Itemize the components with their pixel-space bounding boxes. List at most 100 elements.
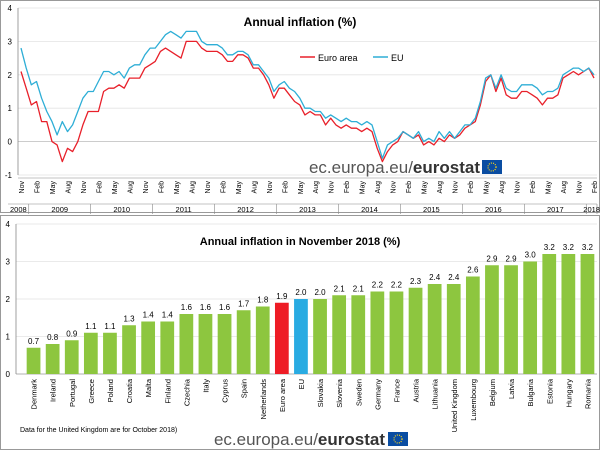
bar-category-label: Sweden	[354, 379, 363, 406]
line-chart-month-label: Feb	[34, 181, 41, 193]
line-chart-month-label: Feb	[158, 181, 165, 193]
eu-flag-icon	[482, 160, 502, 174]
bar-value-label: 1.9	[276, 292, 288, 301]
line-chart-year-label: 2016	[485, 205, 502, 214]
bar-value-label: 3.0	[525, 251, 537, 260]
line-chart-y-tick: 4	[8, 4, 13, 13]
watermark-brand: eurostat	[413, 158, 480, 177]
line-chart-title: Annual inflation (%)	[244, 15, 357, 29]
bar-value-label: 2.9	[486, 254, 498, 263]
line-chart-month-label: Aug	[375, 181, 382, 194]
bar-category-label: Lithuania	[431, 378, 440, 409]
bar-value-label: 2.9	[505, 254, 517, 263]
bar-category-label: Estonia	[545, 378, 554, 404]
bar-value-label: 2.6	[467, 266, 479, 275]
line-chart-month-label: May	[298, 181, 305, 195]
bar-category-label: Bulgaria	[526, 378, 535, 406]
bar-category-label: United Kingdom	[450, 379, 459, 432]
line-chart-month-label: Feb	[220, 181, 227, 193]
bar-bulgaria	[523, 262, 537, 375]
bar-value-label: 0.8	[47, 333, 59, 342]
line-chart-month-label: May	[174, 181, 181, 195]
bar-belgium	[485, 265, 499, 374]
bar-category-label: Poland	[106, 379, 115, 402]
line-chart-month-label: Aug	[127, 181, 134, 194]
bar-value-label: 2.1	[353, 284, 365, 293]
bar-latvia	[504, 265, 518, 374]
bar-chart-title: Annual inflation in November 2018 (%)	[200, 236, 401, 248]
bar-croatia	[122, 325, 136, 374]
bar-sweden	[351, 295, 365, 374]
watermark-url-bottom: ec.europa.eu/eurostat	[214, 430, 385, 449]
bar-chart-note: Data for the United Kingdom are for Octo…	[20, 427, 177, 434]
bar-chart-y-tick: 4	[6, 220, 11, 229]
bar-category-label: Greece	[87, 379, 96, 404]
eurostat-watermark-top: ec.europa.eu/eurostat	[309, 158, 502, 177]
bar-category-label: Portugal	[68, 379, 77, 407]
eurostat-watermark-bottom: ec.europa.eu/eurostat	[214, 430, 408, 449]
bar-hungary	[561, 254, 575, 374]
bar-czechia	[179, 314, 193, 374]
line-chart-month-label: Feb	[282, 181, 289, 193]
bar-category-label: Euro area	[278, 378, 287, 412]
bar-luxembourg	[466, 277, 480, 375]
line-chart-month-label: May	[360, 181, 367, 195]
line-chart-year-label: 2012	[237, 205, 254, 214]
bar-category-label: Cyprus	[221, 379, 230, 403]
line-chart-month-label: May	[236, 181, 243, 195]
bar-france	[390, 292, 404, 375]
bar-poland	[103, 333, 117, 374]
eu-flag-icon-bottom	[388, 432, 408, 446]
line-chart-month-label: May	[422, 181, 429, 195]
bar-lithuania	[428, 284, 442, 374]
bar-value-label: 1.6	[219, 303, 231, 312]
bar-slovakia	[313, 299, 327, 374]
watermark-brand-bottom: eurostat	[318, 430, 385, 449]
bar-slovenia	[332, 295, 346, 374]
bar-category-label: Czechia	[182, 378, 191, 406]
bar-romania	[581, 254, 595, 374]
bar-estonia	[542, 254, 556, 374]
line-chart-year-label: 2013	[299, 205, 316, 214]
line-chart-month-label: Aug	[561, 181, 568, 194]
bar-spain	[237, 310, 251, 374]
bar-cyprus	[218, 314, 232, 374]
bar-category-label: Austria	[412, 378, 421, 402]
bar-value-label: 2.4	[448, 273, 460, 282]
line-chart-month-label: Feb	[96, 181, 103, 193]
bar-value-label: 3.2	[563, 243, 575, 252]
bar-germany	[370, 292, 384, 375]
bar-chart-y-tick: 1	[6, 333, 11, 342]
bar-value-label: 2.2	[391, 281, 403, 290]
bar-austria	[409, 288, 423, 374]
bar-chart: Annual inflation in November 2018 (%) 4 3…	[1, 216, 600, 450]
bar-category-label: Belgium	[488, 379, 497, 406]
line-chart-y-tick: 2	[8, 71, 13, 80]
line-chart-year-label: 2008	[10, 205, 27, 214]
bar-value-label: 2.2	[372, 281, 384, 290]
bar-chart-y-tick: 2	[6, 295, 11, 304]
bar-category-label: Latvia	[507, 378, 516, 399]
line-chart-month-label: Nov	[515, 181, 522, 194]
bar-category-label: Finland	[163, 379, 172, 404]
bar-value-label: 2.4	[429, 273, 441, 282]
bar-category-label: Italy	[201, 379, 210, 393]
bar-category-label: Ireland	[49, 379, 58, 402]
line-chart-year-label: 2018	[583, 205, 600, 214]
bar-category-label: Slovenia	[335, 378, 344, 408]
line-chart-month-label: Aug	[313, 181, 320, 194]
line-chart-month-label: Nov	[205, 181, 212, 194]
bar-portugal	[65, 340, 79, 374]
bar-category-label: Germany	[373, 379, 382, 410]
line-chart-month-label: May	[50, 181, 57, 195]
bar-value-label: 1.6	[181, 303, 193, 312]
line-chart-month-label: Aug	[251, 181, 258, 194]
bar-malta	[141, 322, 155, 375]
bar-euro-area	[275, 303, 289, 374]
bar-value-label: 0.7	[28, 337, 40, 346]
watermark-url: ec.europa.eu/eurostat	[309, 158, 480, 177]
watermark-prefix-bottom: ec.europa.eu/	[214, 430, 318, 449]
bar-ireland	[46, 344, 60, 374]
